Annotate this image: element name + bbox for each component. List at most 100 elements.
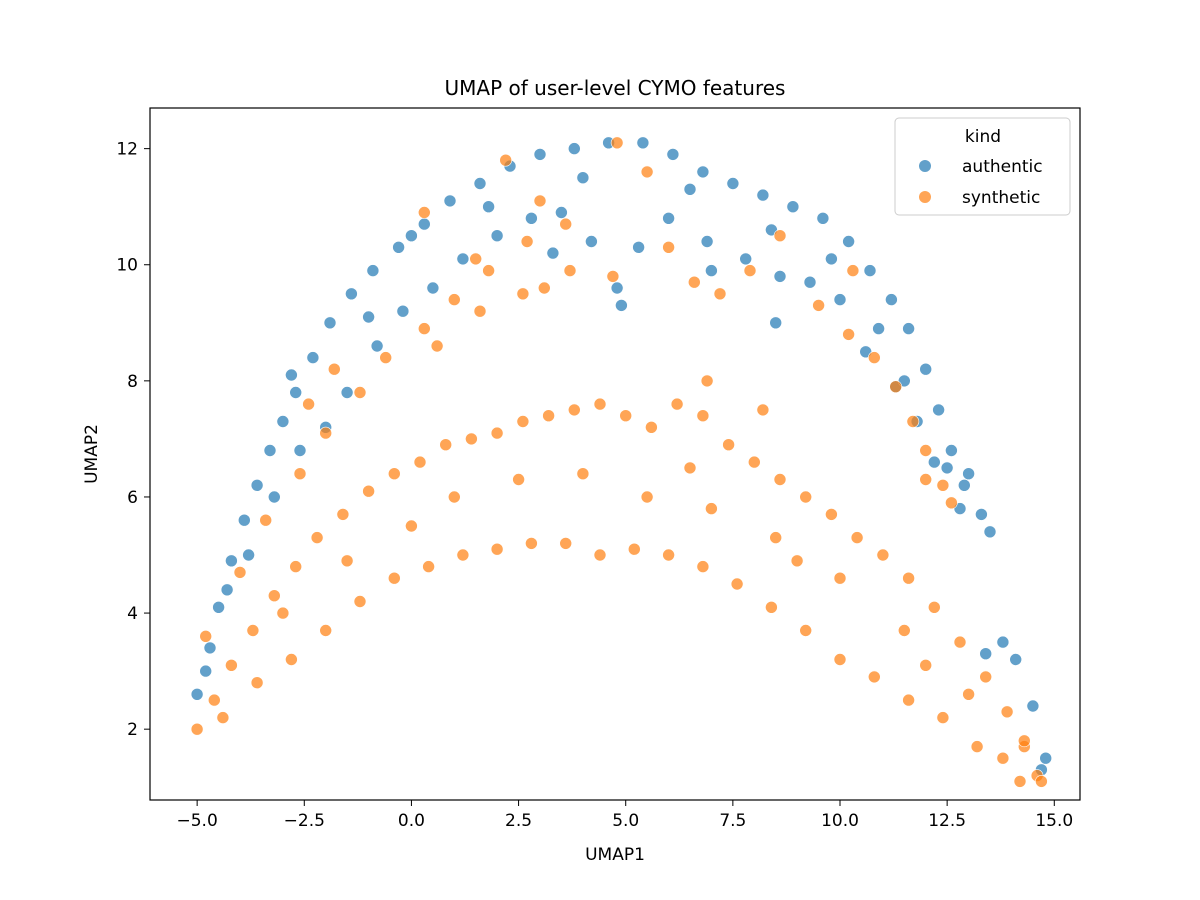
point-synthetic-10: [413, 455, 427, 469]
point-authentic-54: [803, 275, 817, 289]
point-synthetic-41: [353, 595, 367, 608]
point-authentic-10: [323, 316, 337, 330]
point-authentic-46: [555, 206, 568, 219]
legend-title: kind: [965, 127, 1001, 147]
point-authentic-86: [220, 583, 234, 597]
plot-area: [190, 136, 1052, 788]
point-synthetic-102: [606, 270, 620, 283]
point-authentic-18: [533, 148, 547, 161]
point-synthetic-42: [387, 571, 401, 585]
point-synthetic-4: [267, 589, 281, 603]
y-axis-label: UMAP2: [82, 424, 102, 484]
point-synthetic-47: [559, 537, 573, 550]
x-axis-label: UMAP1: [585, 845, 645, 865]
point-authentic-53: [773, 270, 787, 283]
point-synthetic-90: [662, 241, 675, 254]
x-axis: −5.0 −2.5 0.0 2.5 5.0 7.5 10.0 12.5 15.0: [177, 800, 1073, 831]
y-axis: 2 4 6 8 10 12: [116, 140, 150, 740]
point-synthetic-116: [919, 473, 933, 486]
point-synthetic-81: [353, 386, 367, 399]
point-synthetic-24: [773, 473, 787, 486]
point-authentic-36: [975, 508, 988, 521]
y-tick-label: 4: [127, 604, 138, 624]
point-authentic-44: [490, 229, 504, 242]
point-authentic-43: [456, 252, 470, 266]
point-synthetic-39: [285, 653, 298, 666]
point-synthetic-99: [919, 444, 933, 457]
point-authentic-48: [610, 281, 624, 295]
legend-marker-synthetic: [919, 191, 931, 203]
point-authentic-72: [962, 467, 975, 481]
point-synthetic-72: [276, 606, 290, 620]
point-synthetic-117: [945, 496, 958, 510]
point-authentic-26: [786, 200, 800, 213]
point-authentic-37: [983, 525, 997, 539]
point-synthetic-51: [696, 560, 710, 573]
point-authentic-64: [576, 171, 590, 184]
point-synthetic-100: [936, 478, 950, 492]
point-synthetic-86: [520, 235, 534, 248]
point-synthetic-50: [662, 548, 675, 562]
point-synthetic-109: [533, 194, 547, 208]
y-tick-label: 8: [127, 372, 138, 392]
point-authentic-70: [940, 461, 954, 475]
point-synthetic-1: [208, 693, 221, 707]
point-synthetic-12: [465, 432, 478, 446]
point-authentic-49: [632, 241, 645, 254]
point-authentic-60: [242, 548, 255, 562]
point-authentic-15: [443, 194, 457, 208]
point-synthetic-40: [319, 624, 333, 637]
point-synthetic-114: [302, 397, 315, 411]
point-authentic-82: [825, 252, 838, 266]
chart-title: UMAP of user-level CYMO features: [445, 76, 786, 100]
x-tick-label: 15.0: [1035, 811, 1073, 831]
point-synthetic-101: [687, 275, 701, 289]
point-synthetic-38: [250, 676, 264, 690]
point-authentic-11: [345, 287, 358, 301]
x-tick-label: 2.5: [505, 811, 532, 831]
point-synthetic-83: [417, 322, 431, 335]
x-tick-label: 5.0: [612, 811, 639, 831]
point-authentic-35: [957, 478, 971, 492]
point-synthetic-88: [610, 136, 624, 150]
point-synthetic-30: [927, 600, 941, 614]
point-synthetic-70: [405, 519, 418, 533]
point-synthetic-69: [962, 687, 975, 701]
point-synthetic-3: [246, 624, 260, 637]
point-authentic-29: [863, 264, 877, 277]
point-synthetic-61: [447, 490, 461, 504]
point-authentic-42: [426, 281, 440, 295]
y-tick-label: 10: [116, 256, 138, 276]
point-authentic-4: [238, 513, 251, 527]
point-authentic-16: [473, 177, 487, 190]
point-authentic-19: [567, 142, 581, 155]
point-synthetic-2: [225, 658, 238, 672]
point-authentic-84: [405, 229, 418, 242]
point-synthetic-73: [683, 461, 697, 475]
point-synthetic-93: [773, 229, 787, 242]
x-tick-label: 10.0: [821, 811, 859, 831]
point-synthetic-106: [417, 206, 431, 219]
point-authentic-45: [525, 212, 538, 225]
point-authentic-67: [872, 322, 885, 335]
point-synthetic-9: [387, 467, 401, 481]
x-tick-label: 12.5: [928, 811, 966, 831]
point-synthetic-85: [482, 264, 495, 277]
point-synthetic-23: [747, 455, 761, 469]
point-synthetic-75: [919, 658, 933, 672]
point-authentic-0: [190, 687, 204, 701]
point-synthetic-87: [559, 217, 573, 231]
point-synthetic-71: [340, 554, 354, 568]
point-synthetic-68: [897, 624, 911, 637]
point-authentic-83: [362, 310, 375, 324]
series-synthetic: [190, 136, 1048, 788]
point-synthetic-26: [825, 508, 838, 521]
point-synthetic-76: [199, 629, 212, 643]
point-authentic-31: [902, 322, 915, 335]
point-synthetic-0: [190, 722, 204, 736]
point-authentic-23: [696, 165, 710, 179]
point-synthetic-112: [700, 374, 714, 388]
y-tick-label: 6: [127, 488, 138, 508]
point-synthetic-11: [439, 438, 453, 452]
x-tick-label: 7.5: [719, 811, 746, 831]
